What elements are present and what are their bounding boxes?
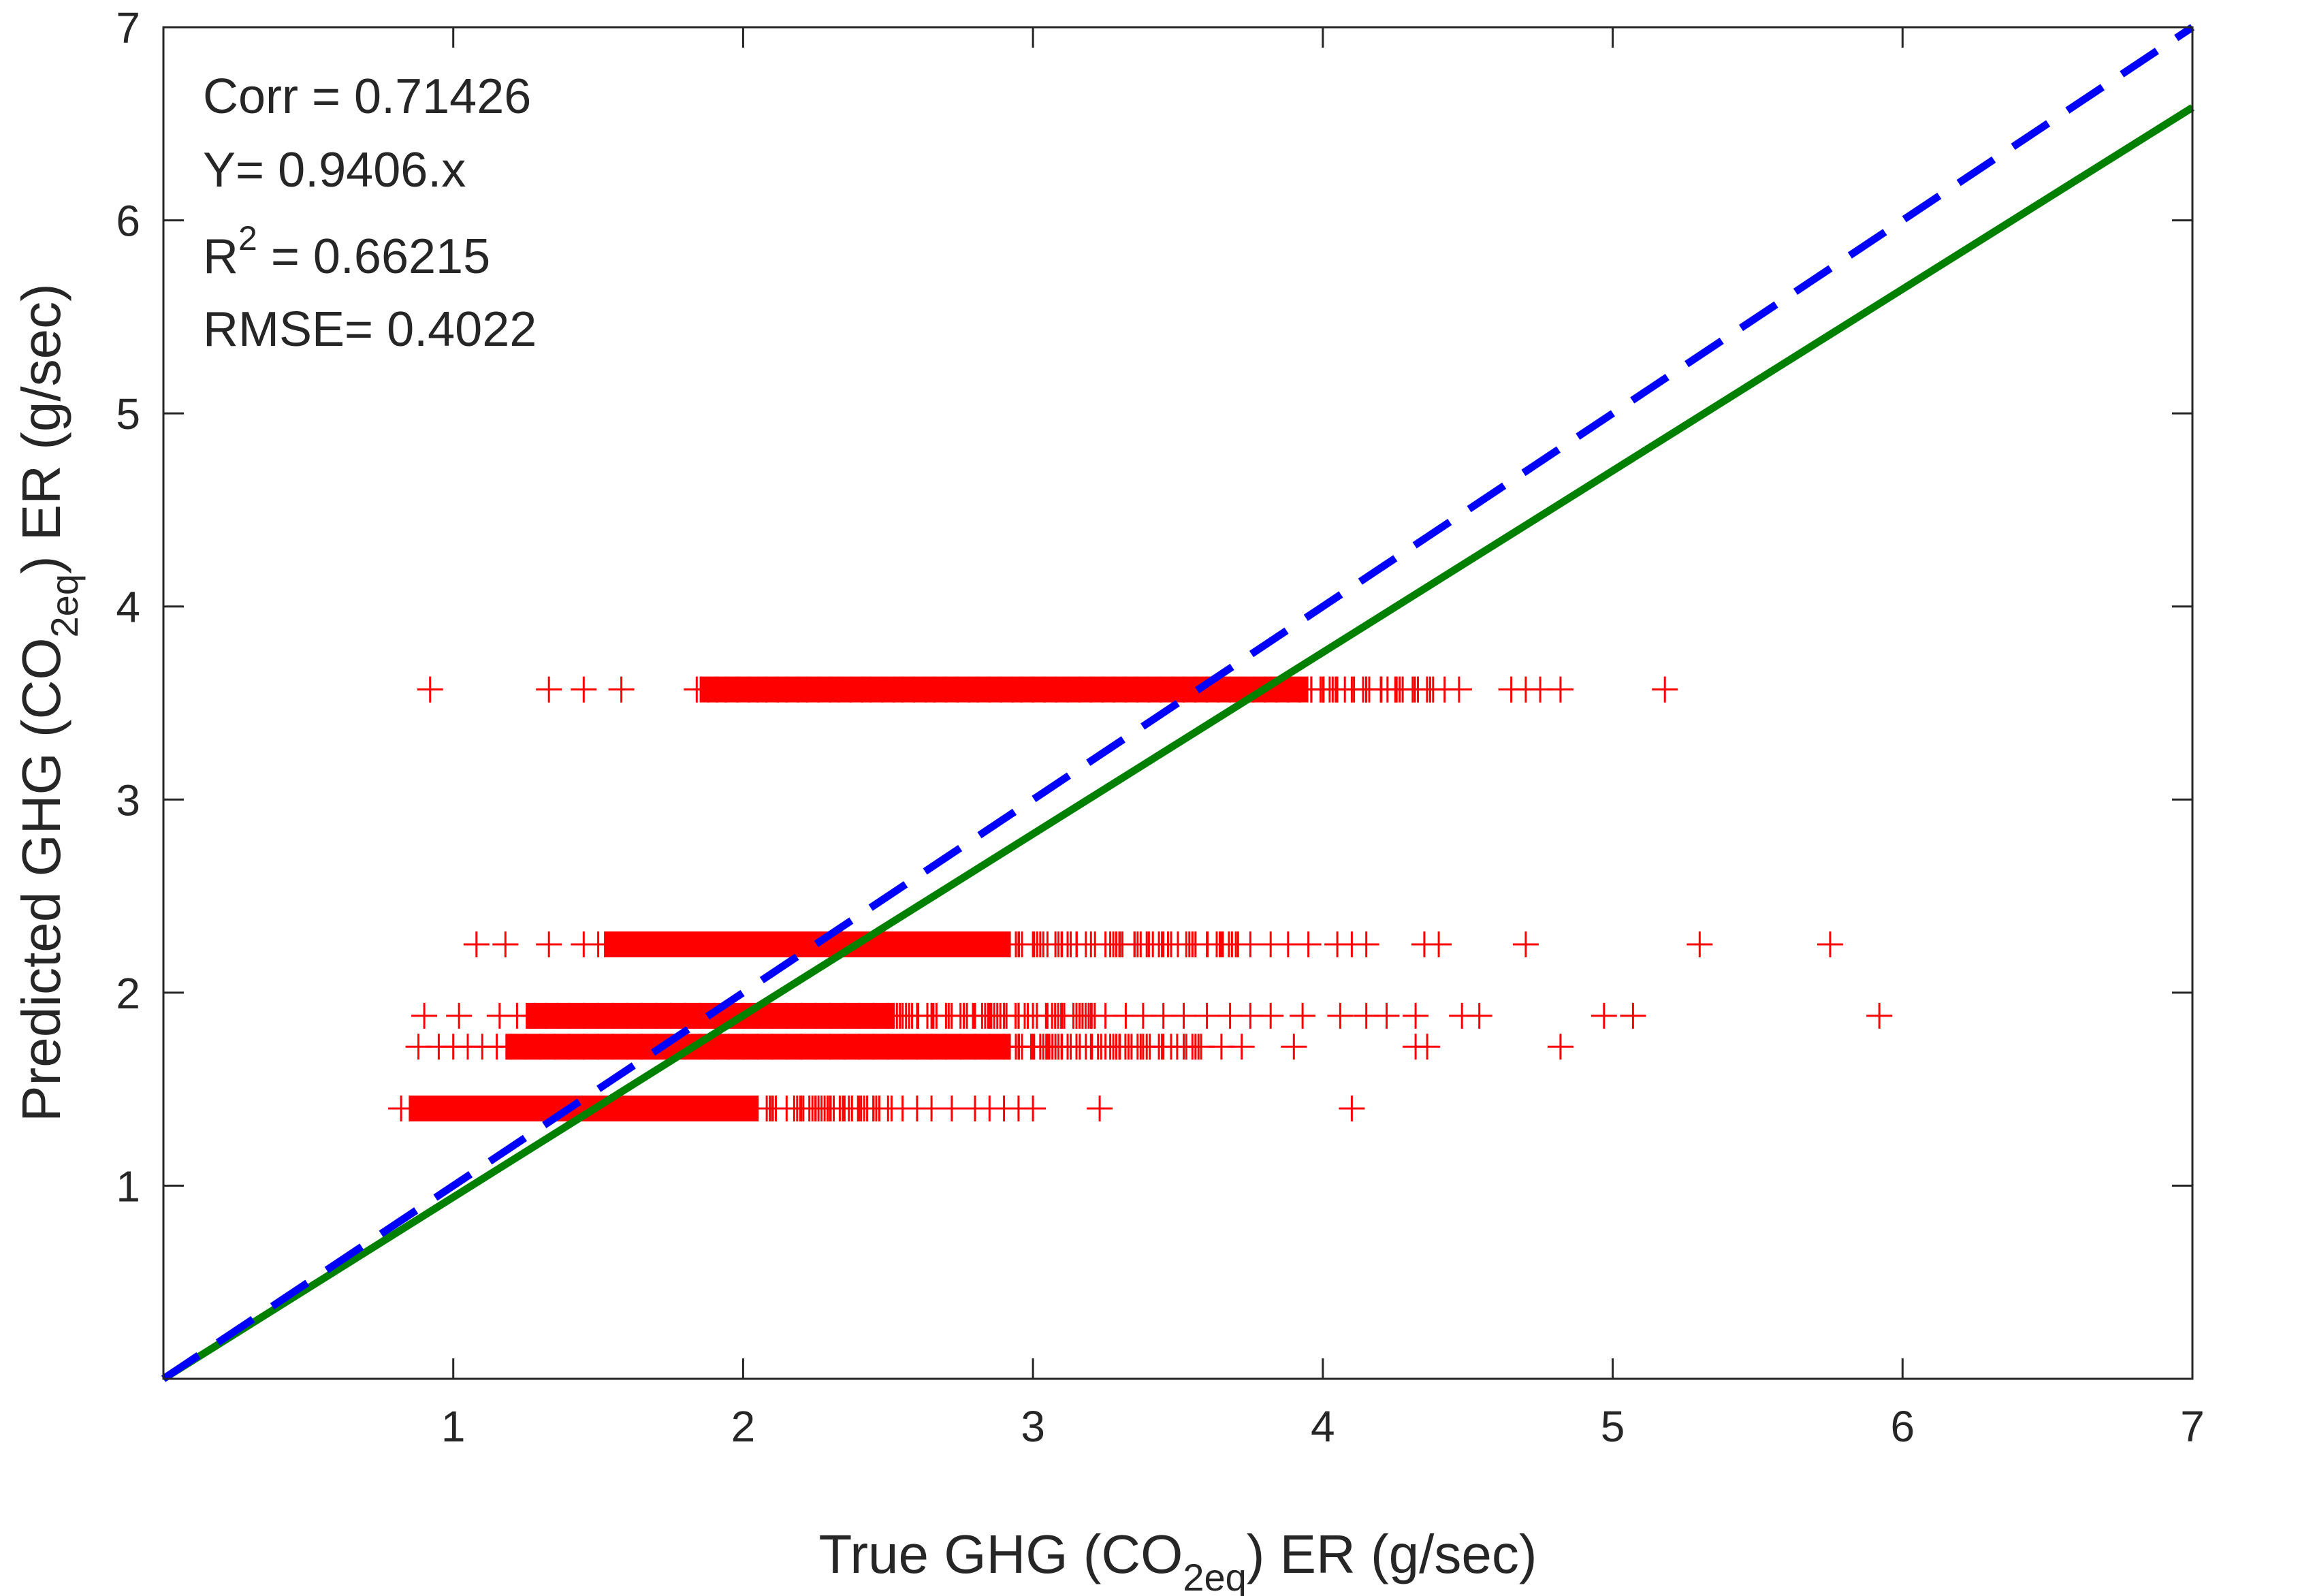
x-tick-label: 7: [2180, 1402, 2205, 1451]
y-tick-label: 3: [116, 776, 140, 825]
y-axis-label: Predicted GHG (CO2eq) ER (g/sec): [11, 283, 86, 1121]
x-tick-label: 4: [1311, 1402, 1335, 1451]
y-tick-label: 2: [116, 969, 140, 1018]
x-tick-label: 2: [731, 1402, 756, 1451]
corr-annotation: Corr = 0.71426: [203, 69, 531, 124]
x-tick-label: 3: [1021, 1402, 1045, 1451]
r2-letter: R: [203, 229, 238, 284]
rmse-annotation: RMSE= 0.4022: [203, 302, 537, 357]
x-axis-label-suffix: ) ER (g/sec): [1247, 1524, 1537, 1584]
scatter-chart: 1 2 3 4 5 6 7 1 2 3 4 5 6 7 Corr = 0.71426 Y= 0.9406.…: [0, 0, 2300, 1596]
r2-value: = 0.66215: [257, 229, 490, 284]
y-tick-label: 6: [116, 197, 140, 246]
y-tick-label: 1: [116, 1162, 140, 1211]
x-axis-label: True GHG (CO2eq) ER (g/sec): [819, 1524, 1537, 1596]
y-tick-label: 7: [116, 3, 140, 52]
y-axis-label-subscript: 2eq: [43, 574, 86, 637]
x-tick-label: 6: [1890, 1402, 1915, 1451]
equation-annotation: Y= 0.9406.x: [203, 143, 466, 197]
x-tick-label: 1: [441, 1402, 466, 1451]
y-tick-label: 4: [116, 583, 140, 632]
x-axis-label-subscript: 2eq: [1183, 1556, 1246, 1596]
x-axis-label-prefix: True GHG (CO: [819, 1524, 1183, 1584]
y-axis-label-prefix: Predicted GHG (CO: [11, 637, 71, 1121]
x-tick-label: 5: [1601, 1402, 1625, 1451]
r2-exponent: 2: [238, 219, 257, 257]
y-axis-label-suffix: ) ER (g/sec): [11, 283, 71, 574]
y-tick-label: 5: [116, 389, 140, 438]
